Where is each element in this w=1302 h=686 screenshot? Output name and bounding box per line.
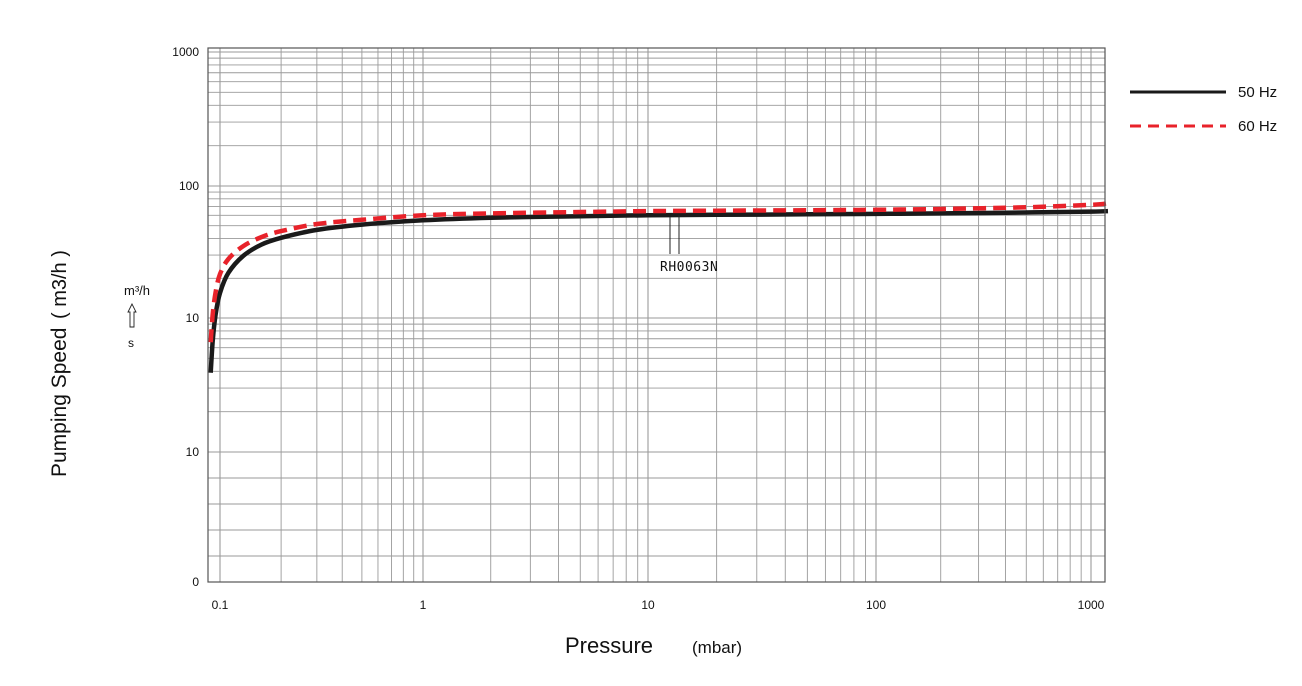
model-annotation: RH0063N — [660, 215, 718, 275]
y-tick-label: 10 — [186, 311, 200, 325]
unit-indicator: m³/h s — [124, 283, 150, 350]
y-tick-label: 10 — [186, 445, 200, 459]
speed-symbol: s — [128, 336, 134, 350]
legend-label-50hz: 50 Hz — [1238, 84, 1277, 101]
x-tick-label: 10 — [641, 598, 655, 612]
x-axis-ticks: 0.1 1 10 100 1000 — [212, 598, 1105, 612]
y-axis-title-group: Pumping Speed ( m3/h ) — [48, 250, 71, 477]
x-tick-label: 100 — [866, 598, 886, 612]
y-axis-ticks: 0 10 10 100 1000 — [172, 45, 199, 589]
x-axis-title: Pressure — [565, 633, 653, 658]
up-arrow-icon — [127, 302, 137, 328]
y-axis-unit: ( m3/h ) — [49, 250, 71, 319]
x-axis-unit: (mbar) — [692, 638, 742, 657]
unit-label: m³/h — [124, 283, 150, 298]
model-label: RH0063N — [660, 260, 718, 275]
grid — [208, 48, 1105, 582]
series-layer — [208, 201, 1109, 373]
x-tick-label: 1 — [420, 598, 427, 612]
plot-frame — [207, 47, 1106, 583]
y-tick-label: 100 — [179, 179, 199, 193]
y-tick-label: 1000 — [172, 45, 199, 59]
y-tick-label: 0 — [192, 575, 199, 589]
series-line-50hz — [208, 208, 1109, 373]
series-line-60hz — [208, 201, 1109, 343]
y-axis-title: Pumping Speed — [48, 328, 71, 477]
legend-label-60hz: 60 Hz — [1238, 118, 1277, 135]
legend: 50 Hz 60 Hz — [1130, 84, 1277, 135]
x-tick-label: 0.1 — [212, 598, 229, 612]
x-tick-label: 1000 — [1078, 598, 1105, 612]
